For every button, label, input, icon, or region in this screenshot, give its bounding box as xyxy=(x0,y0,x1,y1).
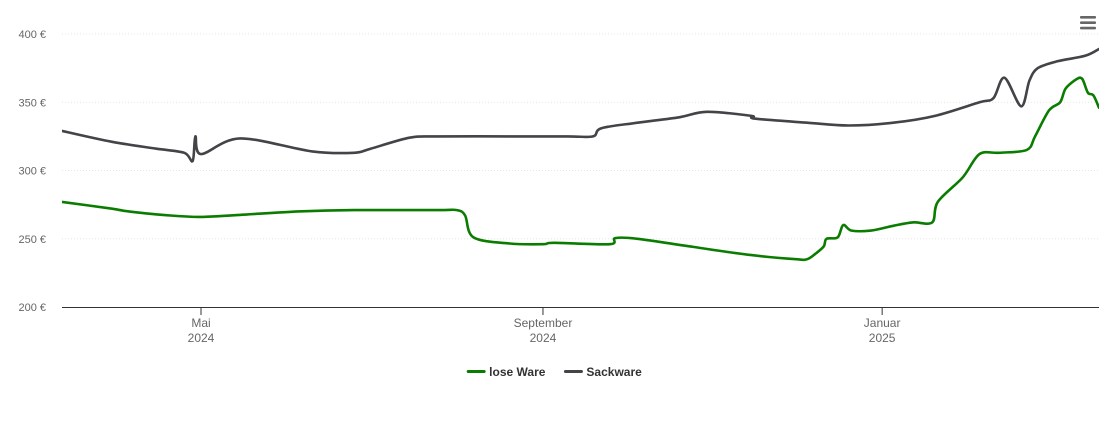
legend-label-lose-ware: lose Ware xyxy=(489,365,546,379)
x-tick-label-year: 2024 xyxy=(530,331,557,345)
y-axis: 200 € 250 € 300 € 350 € 400 € xyxy=(18,29,46,314)
legend-label-sackware: Sackware xyxy=(586,365,642,379)
chart-menu-button[interactable] xyxy=(1078,14,1098,32)
y-tick-label: 300 € xyxy=(18,166,46,178)
x-tick-label-month: Mai xyxy=(191,316,210,330)
series-line-lose-ware xyxy=(62,76,1099,262)
x-tick-label-month: September xyxy=(514,316,573,330)
legend-item-lose-ware[interactable]: lose Ware xyxy=(466,365,546,379)
x-tick-label-year: 2025 xyxy=(869,331,896,345)
y-tick-label: 350 € xyxy=(18,97,46,109)
x-tick-label-year: 2024 xyxy=(188,331,215,345)
series-line-sackware xyxy=(62,47,1099,163)
legend-item-sackware[interactable]: Sackware xyxy=(563,365,642,379)
y-tick-label: 250 € xyxy=(18,234,46,246)
x-tick-label-month: Januar xyxy=(864,316,901,330)
hamburger-menu-icon xyxy=(1080,16,1096,30)
y-tick-label: 200 € xyxy=(18,302,46,314)
grid-lines xyxy=(62,33,1099,240)
legend: lose Ware Sackware xyxy=(466,365,642,379)
series-lines xyxy=(62,47,1099,262)
y-tick-label: 400 € xyxy=(18,29,46,41)
